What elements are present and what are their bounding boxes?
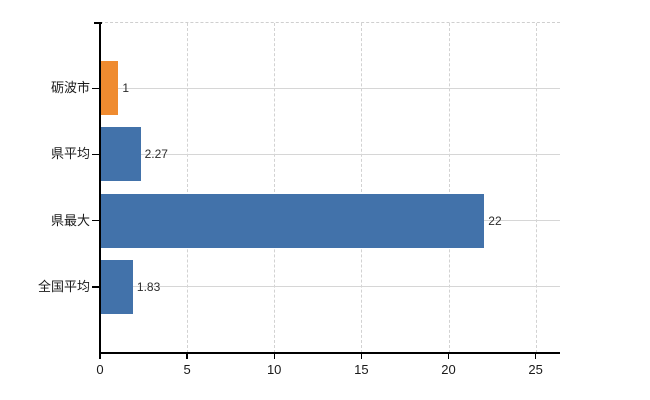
y-tick bbox=[92, 286, 99, 288]
plot-top-border bbox=[100, 22, 560, 23]
x-tick-label: 0 bbox=[96, 362, 104, 377]
y-tick bbox=[92, 87, 99, 89]
x-axis-line bbox=[98, 352, 560, 354]
x-tick bbox=[186, 353, 188, 359]
x-tick bbox=[360, 353, 363, 359]
y-tick bbox=[92, 153, 99, 156]
x-tick-label: 10 bbox=[266, 362, 282, 377]
x-tick bbox=[273, 353, 275, 359]
gridline-vertical bbox=[535, 23, 537, 353]
bar-value-label: 22 bbox=[488, 213, 502, 228]
gridline-horizontal bbox=[101, 286, 560, 288]
gridline-vertical bbox=[274, 23, 276, 353]
y-tick bbox=[92, 219, 99, 222]
bar bbox=[101, 259, 133, 314]
gridline-horizontal bbox=[101, 153, 560, 155]
gridline-vertical bbox=[187, 23, 189, 353]
category-label: 砺波市 bbox=[50, 80, 90, 96]
x-tick-label: 15 bbox=[354, 362, 369, 377]
x-tick bbox=[534, 353, 537, 359]
x-tick-label: 25 bbox=[528, 362, 543, 377]
category-label: 県平均 bbox=[50, 146, 90, 162]
y-axis-top-cap bbox=[94, 22, 102, 24]
x-tick-label: 5 bbox=[183, 362, 191, 377]
x-tick bbox=[447, 353, 450, 359]
category-label: 全国平均 bbox=[37, 278, 90, 294]
bar-value-label: 1.83 bbox=[136, 279, 161, 294]
bar bbox=[101, 193, 485, 248]
gridline-vertical bbox=[448, 23, 450, 353]
gridline-horizontal bbox=[101, 87, 560, 89]
x-tick-label: 20 bbox=[441, 362, 456, 377]
bar-value-label: 1 bbox=[122, 81, 130, 96]
x-tick bbox=[99, 353, 101, 359]
category-label: 県最大 bbox=[50, 212, 90, 228]
bar-value-label: 2.27 bbox=[144, 147, 168, 162]
bar bbox=[101, 127, 141, 182]
y-axis-line bbox=[98, 22, 101, 355]
bar bbox=[101, 61, 119, 116]
gridline-vertical bbox=[361, 23, 363, 353]
